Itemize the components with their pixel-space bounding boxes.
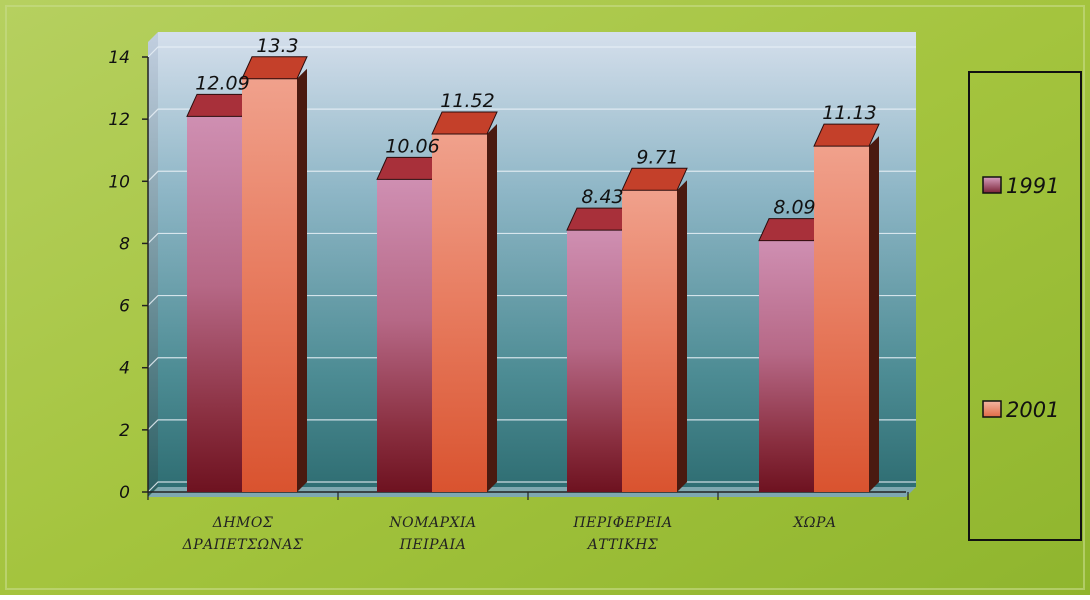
- data-label: 13.3: [256, 35, 298, 57]
- x-category-label: ΔΡΑΠΕΤΣΩΝΑΣ: [182, 537, 304, 553]
- data-label: 8.09: [773, 197, 815, 219]
- legend: 1991 2001: [982, 174, 1059, 422]
- y-tick-label: 8: [119, 234, 130, 254]
- bar-side-2001: [487, 124, 497, 493]
- bar-1991: [187, 116, 242, 492]
- data-labels: 12.09 13.3 10.06 11.52 8.43 9.71 8.09 11.13: [195, 35, 876, 219]
- bar-top-2001: [621, 167, 688, 191]
- category-labels: ΔΗΜΟΣ ΔΡΑΠΕΤΣΩΝΑΣ ΝΟΜΑΡΧΙΑ ΠΕΙΡΑΙΑ ΠΕΡΙΦΕΡΕΙ…: [182, 515, 836, 553]
- bar-side-2001: [677, 180, 687, 492]
- legend-label-2001: 2001: [1006, 398, 1059, 422]
- x-category-label: ΠΕΙΡΑΙΑ: [399, 537, 467, 553]
- y-tick-label: 0: [119, 483, 130, 503]
- bar-side-2001: [869, 136, 879, 493]
- gridline: [147, 46, 916, 58]
- data-label: 11.52: [440, 90, 494, 112]
- data-label: 9.71: [636, 146, 678, 168]
- y-tick-label: 6: [119, 297, 130, 317]
- bar-top-2001: [431, 111, 498, 135]
- data-label: 12.09: [195, 72, 249, 94]
- bar-1991: [377, 179, 432, 492]
- bar-side-2001: [297, 68, 307, 492]
- y-tick-label: 4: [119, 359, 130, 379]
- x-category-label: ΧΩΡΑ: [792, 515, 836, 531]
- legend-box: [968, 71, 1082, 541]
- bars: [186, 56, 880, 493]
- y-tick-label: 2: [119, 421, 130, 441]
- bar-top-2001: [813, 123, 880, 147]
- legend-swatch-2001: [982, 400, 1002, 418]
- chart-outer-frame: [5, 5, 1085, 590]
- y-tick-label: 14: [108, 48, 130, 68]
- bar-top-2001: [241, 56, 308, 80]
- legend-label-1991: 1991: [1006, 174, 1059, 198]
- y-tick-label: 12: [108, 110, 130, 130]
- bar-1991: [567, 230, 622, 492]
- data-label: 8.43: [581, 186, 623, 208]
- x-category-label: ΔΗΜΟΣ: [212, 515, 274, 531]
- x-category-label: ΝΟΜΑΡΧΙΑ: [388, 515, 476, 531]
- bar-2001: [622, 190, 677, 492]
- legend-swatch-1991: [982, 176, 1002, 194]
- bar-2001: [814, 146, 869, 493]
- data-label: 10.06: [385, 135, 439, 157]
- bar-2001: [242, 78, 297, 492]
- gridline: [147, 108, 916, 120]
- plot-side-wall: [148, 32, 158, 497]
- x-category-label: ΠΕΡΙΦΕΡΕΙΑ: [572, 515, 672, 531]
- y-tick-label: 10: [108, 172, 130, 192]
- bar-1991: [759, 240, 814, 492]
- data-label: 11.13: [822, 102, 876, 124]
- x-category-label: ΑΤΤΙΚΗΣ: [586, 537, 658, 553]
- bar-2001: [432, 134, 487, 493]
